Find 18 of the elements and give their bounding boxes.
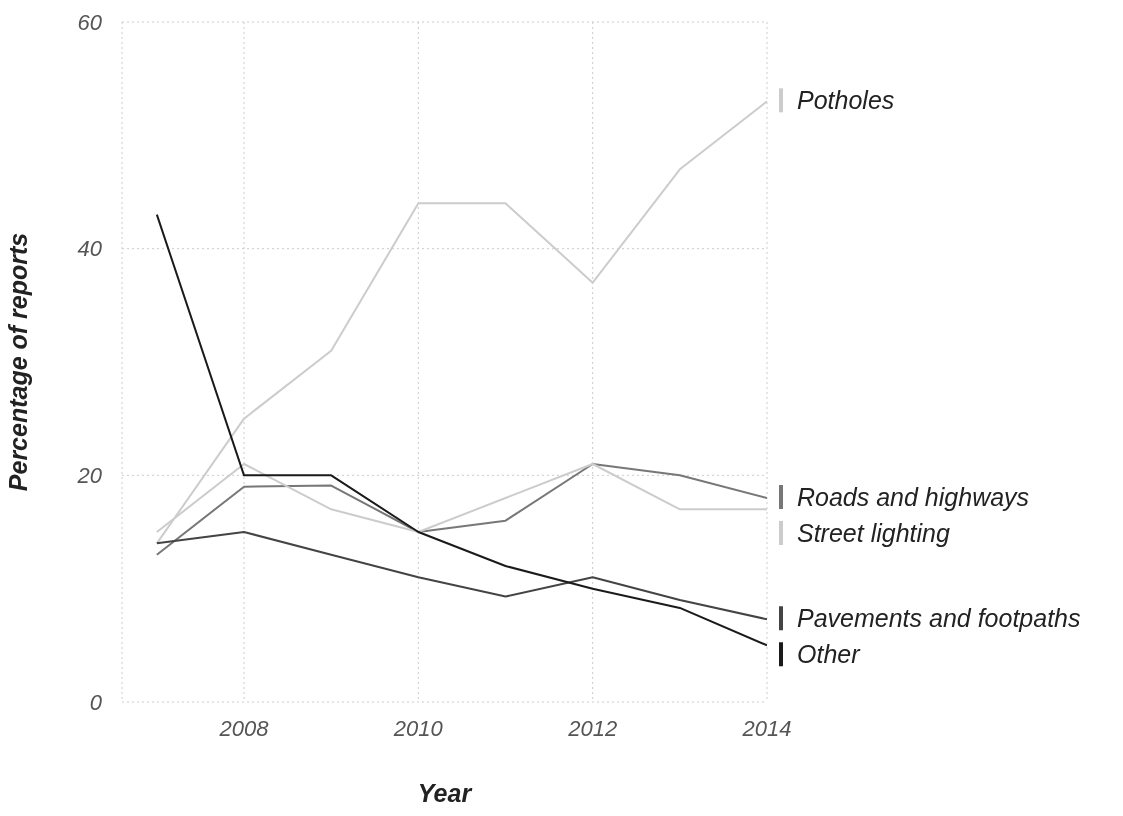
legend-label: Other (797, 640, 862, 669)
y-tick-label: 20 (76, 463, 103, 489)
legend-label: Pavements and footpaths (797, 604, 1081, 633)
line-series (155, 463, 767, 556)
legend-label: Potholes (797, 86, 895, 115)
legend-label: Roads and highways (797, 483, 1030, 511)
x-tick-label: 2012 (567, 715, 618, 741)
x-tick-label: 2008 (218, 715, 270, 741)
y-tick-label: 60 (77, 9, 103, 35)
x-tick-label: 2010 (392, 715, 444, 741)
y-tick-label: 40 (77, 236, 103, 262)
x-axis-title: Year (417, 779, 473, 807)
legend-label: Street lighting (797, 519, 950, 547)
line-series (155, 531, 767, 621)
y-tick-label: 0 (89, 689, 103, 715)
x-tick-label: 2014 (741, 715, 792, 741)
y-axis-title: Percentage of reports (3, 232, 32, 492)
line-series (155, 213, 767, 647)
